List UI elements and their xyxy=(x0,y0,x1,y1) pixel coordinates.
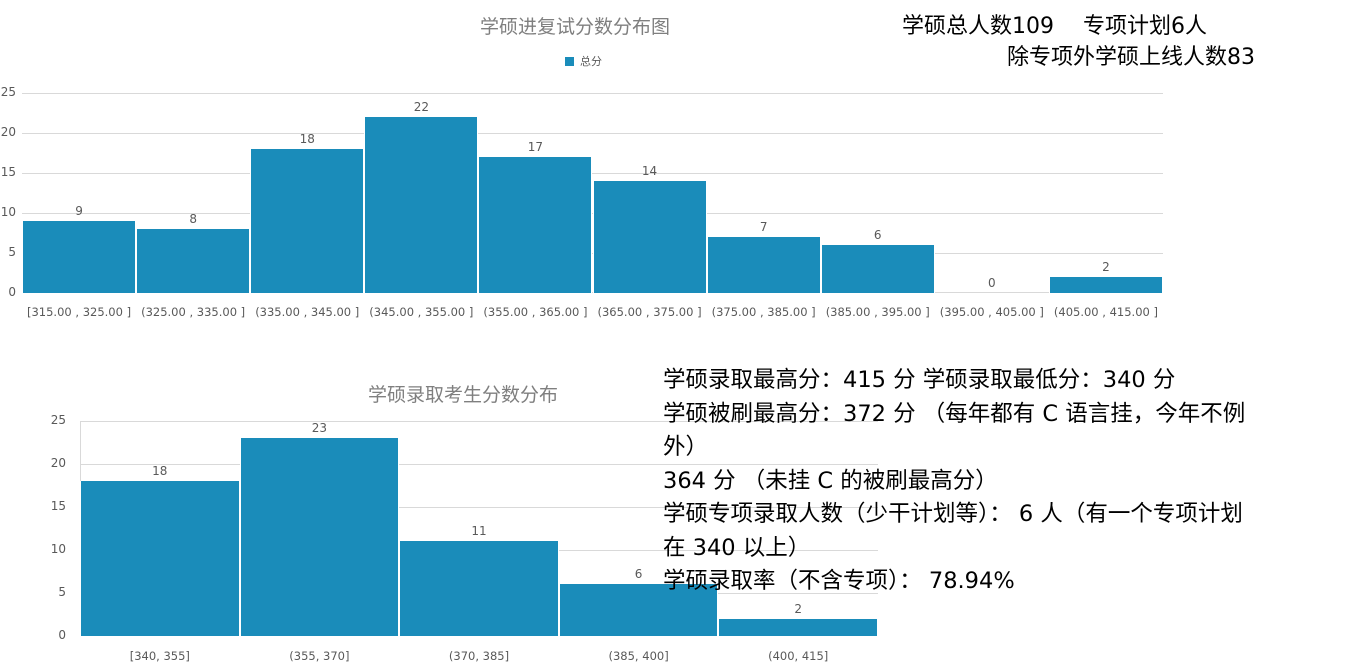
x-tick-label: (335.00 , 345.00 ] xyxy=(255,305,360,319)
bar-value-label: 2 xyxy=(1102,260,1110,274)
gridline xyxy=(80,421,878,422)
y-tick-label: 25 xyxy=(0,85,16,99)
chart1-legend: 总分 xyxy=(565,53,602,69)
histogram-bar xyxy=(364,117,479,293)
x-tick-label: (375.00 , 385.00 ] xyxy=(711,305,816,319)
gridline xyxy=(22,173,1163,174)
y-tick-label: 25 xyxy=(50,413,66,427)
x-tick-label: (345.00 , 355.00 ] xyxy=(369,305,474,319)
chart1-plot-area: 9 8 18 22 17 14 7 6 0 2 xyxy=(22,93,1163,293)
x-tick-label: [340, 355] xyxy=(129,649,190,663)
bar-value-label: 14 xyxy=(641,164,658,178)
x-tick-label: (355.00 , 365.00 ] xyxy=(483,305,588,319)
chart1-title: 学硕进复试分数分布图 xyxy=(480,16,671,38)
x-tick-label: (355, 370] xyxy=(289,649,350,663)
notes-line-special-count: 学硕专项录取人数（少干计划等）： 6 人（有一个专项计划 xyxy=(663,501,1243,527)
bar-value-label: 18 xyxy=(152,464,168,479)
notes-block: 学硕录取最高分：415 分 学硕录取最低分：340 分 学硕被刷最高分：372 … xyxy=(663,364,1363,599)
notes-line-rejected-max-cont: 外） xyxy=(663,434,709,460)
histogram-bar xyxy=(239,438,400,636)
histogram-bar xyxy=(706,237,821,293)
gridline xyxy=(80,507,878,508)
y-tick-label: 15 xyxy=(50,499,66,513)
histogram-bar xyxy=(136,229,251,293)
legend-swatch-icon xyxy=(565,56,574,66)
gridline xyxy=(22,133,1163,134)
notes-line-rejected-max: 学硕被刷最高分：372 分 （每年都有 C 语言挂，今年不例 xyxy=(663,400,1246,427)
y-tick-label: 15 xyxy=(0,165,16,179)
y-tick-label: 5 xyxy=(8,245,16,259)
summary-total: 学硕总人数109 专项计划6人 xyxy=(902,14,1207,39)
histogram-bar xyxy=(478,157,593,293)
summary-online: 除专项外学硕上线人数83 xyxy=(1007,45,1255,70)
x-tick-label: (365.00 , 375.00 ] xyxy=(597,305,702,319)
y-tick-label: 20 xyxy=(50,456,66,470)
bar-value-label: 9 xyxy=(75,204,83,218)
histogram-bar xyxy=(592,181,707,293)
histogram-bar xyxy=(22,221,137,293)
chart2-plot-area: 18 23 11 6 2 xyxy=(80,421,878,636)
legend-label: 总分 xyxy=(580,55,602,68)
bar-value-label: 6 xyxy=(634,567,643,582)
x-tick-label: (385, 400] xyxy=(608,649,669,663)
bar-value-label: 0 xyxy=(988,276,996,290)
histogram-bar xyxy=(820,245,935,293)
bar-value-label: 2 xyxy=(794,601,802,616)
x-tick-label: (395.00 , 405.00 ] xyxy=(939,305,1044,319)
bar-value-label: 22 xyxy=(413,100,429,114)
bar-value-label: 11 xyxy=(471,524,487,539)
histogram-bar xyxy=(250,149,365,293)
bar-value-label: 17 xyxy=(527,140,544,154)
y-tick-label: 0 xyxy=(58,628,66,642)
histogram-bar xyxy=(558,584,719,636)
gridline xyxy=(80,464,878,465)
x-tick-label: (405.00 , 415.00 ] xyxy=(1053,305,1158,319)
gridline xyxy=(22,93,1163,94)
x-tick-label: [315.00 , 325.00 ] xyxy=(27,305,132,319)
histogram-bar xyxy=(718,618,878,636)
y-tick-label: 0 xyxy=(8,285,16,299)
notes-line-max-min: 学硕录取最高分：415 分 学硕录取最低分：340 分 xyxy=(663,367,1176,393)
x-tick-label: (385.00 , 395.00 ] xyxy=(825,305,930,319)
notes-line-admit-rate: 学硕录取率（不含专项）： 78.94% xyxy=(663,568,1015,594)
bar-value-label: 23 xyxy=(311,421,328,436)
notes-line-rejected-no-c: 364 分 （未挂 C 的被刷最高分） xyxy=(663,467,998,494)
y-tick-label: 20 xyxy=(0,125,16,139)
chart2-title: 学硕录取考生分数分布 xyxy=(368,384,559,406)
x-tick-label: (325.00 , 335.00 ] xyxy=(141,305,246,319)
notes-line-special-count-cont: 在 340 以上） xyxy=(663,534,811,561)
bar-value-label: 18 xyxy=(299,132,315,146)
bar-value-label: 7 xyxy=(759,220,768,234)
y-tick-label: 10 xyxy=(0,205,16,219)
y-tick-label: 5 xyxy=(58,585,66,599)
histogram-bar xyxy=(80,481,240,636)
y-tick-label: 10 xyxy=(50,542,66,556)
bar-value-label: 6 xyxy=(873,228,882,242)
x-tick-label: (400, 415] xyxy=(768,649,829,663)
histogram-bar xyxy=(1048,277,1163,293)
x-tick-label: (370, 385] xyxy=(448,649,510,663)
histogram-bar xyxy=(399,541,559,636)
bar-value-label: 8 xyxy=(189,212,197,226)
